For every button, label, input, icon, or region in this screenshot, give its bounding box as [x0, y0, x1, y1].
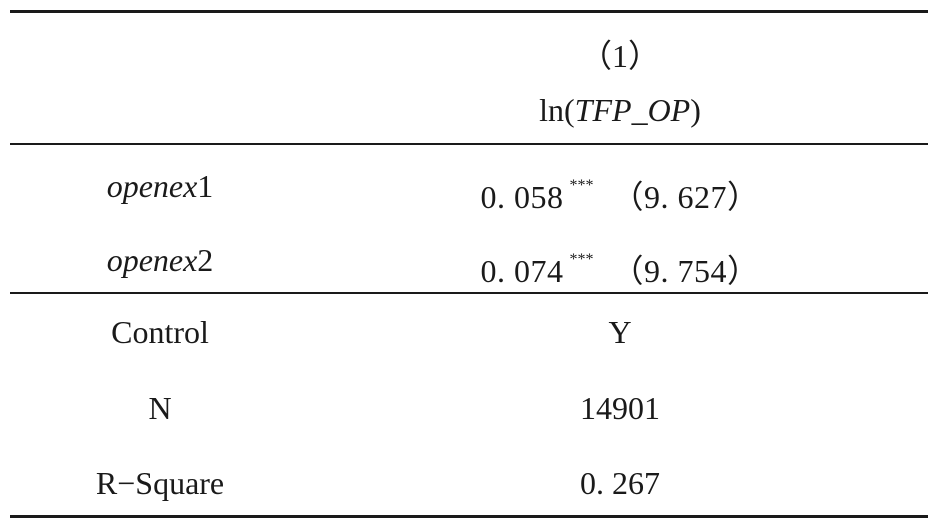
body-rule	[10, 292, 928, 294]
t-statistic: （9. 754）	[611, 253, 760, 289]
significance-stars: ***	[569, 177, 594, 194]
row-value-openex2: 0. 074 *** （9. 754）	[320, 240, 920, 291]
top-rule	[10, 10, 928, 13]
coefficient: 0. 058	[480, 179, 564, 215]
t-statistic: （9. 627）	[611, 179, 760, 215]
header-rule	[10, 143, 928, 145]
footer-label-r-square: R−Square	[95, 465, 225, 501]
footer-label-n: N	[148, 390, 172, 426]
row-value-openex1: 0. 058 *** （9. 627）	[320, 166, 920, 217]
significance-stars: ***	[569, 251, 594, 268]
footer-value-control: Y	[608, 314, 632, 350]
regression-table: （1） ln(TFP_OP) openex1 0. 058 *** （9. 627）…	[10, 10, 928, 520]
bottom-rule	[10, 515, 928, 518]
row-label-openex1: openex1	[106, 168, 214, 204]
footer-value-r-square: 0. 267	[580, 465, 660, 501]
dependent-variable-header: ln(TFP_OP)	[539, 92, 701, 128]
row-label-openex2: openex2	[106, 242, 214, 278]
footer-label-control: Control	[111, 314, 209, 350]
footer-value-n: 14901	[580, 390, 660, 426]
coefficient: 0. 074	[480, 253, 564, 289]
column-number-header: （1）	[579, 38, 660, 74]
